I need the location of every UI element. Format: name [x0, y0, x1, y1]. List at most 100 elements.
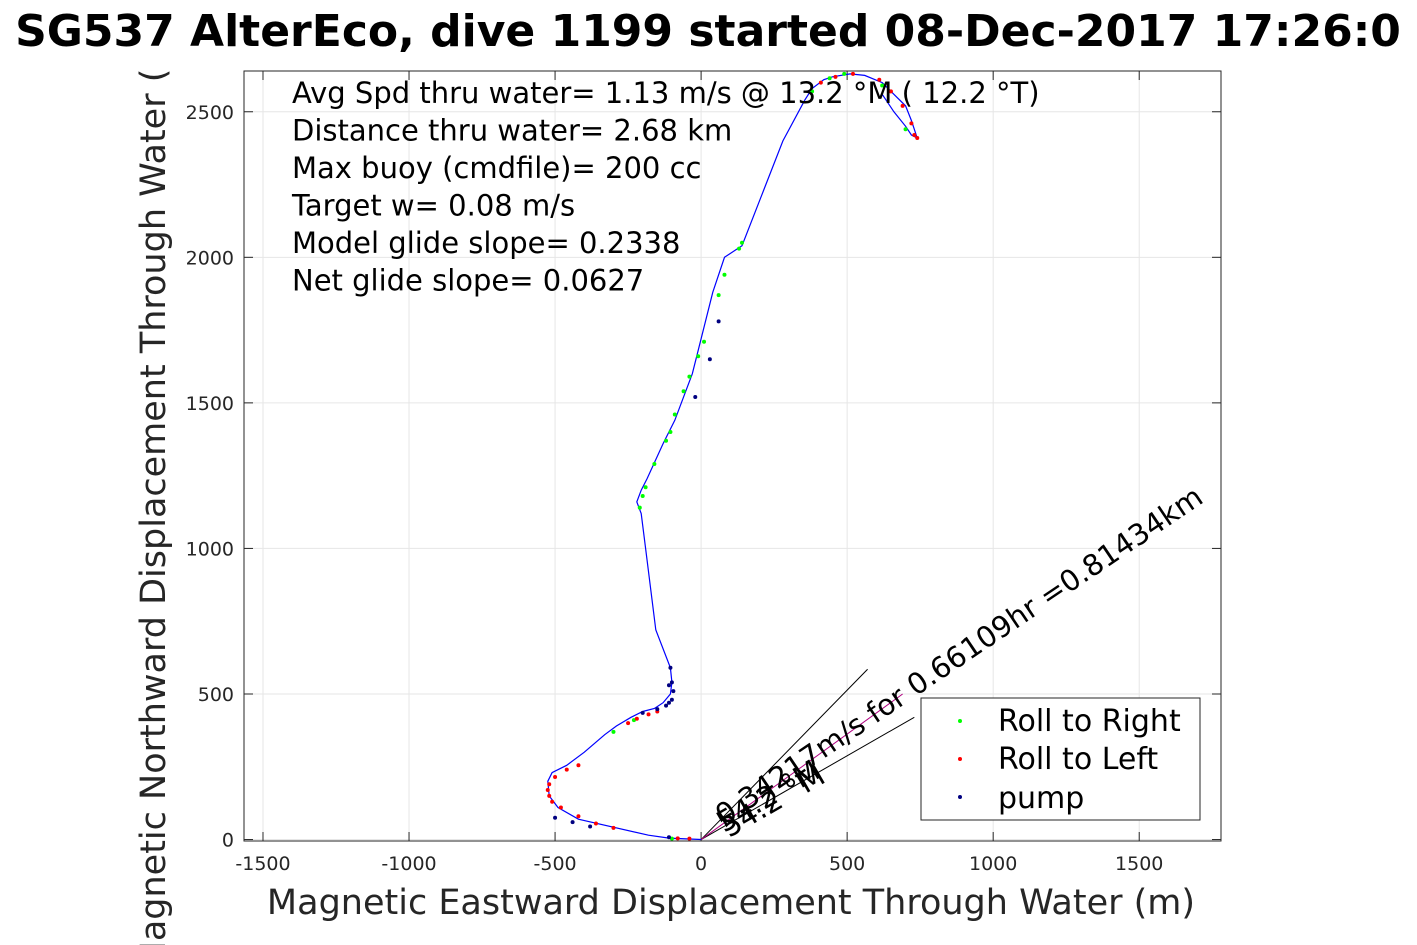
track-series-line: [547, 73, 919, 841]
current-vector-line: [700, 668, 868, 840]
roll-right-marker: [687, 374, 692, 379]
roll-left-marker: [593, 821, 598, 826]
y-tick-label: 0: [222, 830, 234, 852]
x-tick-label: 0: [695, 853, 707, 875]
roll-left-marker: [850, 71, 855, 76]
y-tick-label: 1500: [186, 393, 234, 415]
roll-left-marker: [576, 814, 581, 819]
roll-left-marker: [553, 774, 558, 779]
x-tick-label: 1500: [1115, 853, 1163, 875]
legend-roll-right-marker: [958, 719, 962, 723]
y-tick-label: 2000: [186, 247, 234, 269]
current-vectors: [700, 668, 915, 840]
pump-marker: [716, 319, 721, 324]
stats-annotation-line: Target w= 0.08 m/s: [291, 189, 575, 223]
roll-right-marker: [842, 71, 847, 76]
pump-marker: [588, 824, 593, 829]
roll-right-marker: [681, 389, 686, 394]
roll-left-marker: [547, 793, 552, 798]
x-tick-label: -1500: [235, 853, 290, 875]
pump-marker: [553, 815, 558, 820]
legend-roll-right-label: Roll to Right: [998, 704, 1181, 739]
roll-right-marker: [716, 293, 721, 298]
chart-title: SG537 AlterEco, dive 1199 started 08-Dec…: [15, 6, 1401, 57]
roll-right-marker: [810, 89, 815, 94]
pump-marker: [669, 680, 674, 685]
roll-right-marker: [696, 354, 701, 359]
plot-data: [545, 71, 920, 841]
pump-marker: [655, 707, 660, 712]
roll-left-marker: [558, 805, 563, 810]
roll-left-marker: [888, 89, 893, 94]
y-axis-label: Magnetic Northward Displacement Through …: [134, 69, 174, 945]
pump-marker: [669, 697, 674, 702]
pump-marker: [666, 835, 671, 840]
roll-right-marker: [702, 339, 707, 344]
roll-left-marker: [877, 77, 882, 82]
legend-roll-left-marker: [958, 757, 962, 761]
roll-right-marker: [643, 485, 648, 490]
x-tick-label: 500: [829, 853, 865, 875]
roll-right-marker: [637, 505, 642, 510]
roll-right-marker: [664, 438, 669, 443]
y-tick-label: 1000: [186, 538, 234, 560]
roll-left-marker: [626, 721, 631, 726]
x-tick-label: -500: [534, 853, 577, 875]
roll-right-marker: [668, 429, 673, 434]
axis-ticks: -1500 -1000 -500 0 500 1000 1500 0 500 1000 1500 20…: [186, 71, 1221, 875]
pump-marker: [707, 357, 712, 362]
roll-left-marker: [634, 716, 639, 721]
x-tick-label: -1000: [381, 853, 436, 875]
roll-left-marker: [833, 74, 838, 79]
pump-marker: [664, 703, 669, 708]
roll-right-marker: [737, 246, 742, 251]
stats-annotation-line: Max buoy (cmdfile)= 200 cc: [292, 151, 701, 185]
roll-left-marker: [550, 799, 555, 804]
grid: [244, 71, 1221, 841]
pump-marker: [668, 665, 673, 670]
stats-annotation-line: Model glide slope= 0.2338: [292, 226, 680, 260]
stats-annotation-line: Net glide slope= 0.0627: [292, 264, 644, 298]
pump-marker: [570, 820, 575, 825]
roll-left-marker: [547, 782, 552, 787]
legend-pump-label: pump: [998, 781, 1084, 816]
roll-left-marker: [611, 825, 616, 830]
roll-left-marker: [915, 135, 920, 140]
roll-left-marker: [909, 121, 914, 126]
pump-marker: [666, 700, 671, 705]
stats-annotations: Avg Spd thru water= 1.13 m/s @ 13.2 °M (…: [291, 76, 1040, 298]
roll-left-marker: [564, 767, 569, 772]
pump-marker: [693, 395, 698, 400]
roll-left-marker: [576, 763, 581, 768]
roll-left-marker: [818, 80, 823, 85]
roll-left-marker: [900, 103, 905, 108]
y-tick-label: 2500: [186, 102, 234, 124]
legend: Roll to Right Roll to Left pump: [920, 697, 1201, 821]
plot-frame: [243, 70, 1222, 842]
current-vector-line: [700, 716, 915, 840]
roll-left-marker: [675, 836, 680, 841]
legend-box: [920, 697, 1201, 821]
stats-annotation-line: Distance thru water= 2.68 km: [292, 114, 732, 148]
x-tick-label: 1000: [969, 853, 1017, 875]
roll-right-marker: [672, 412, 677, 417]
roll-right-marker: [652, 462, 657, 467]
pump-marker: [640, 710, 645, 715]
stats-annotation-line: Avg Spd thru water= 1.13 m/s @ 13.2 °M (…: [292, 76, 1040, 110]
roll-right-marker: [827, 76, 832, 81]
roll-right-marker: [903, 127, 908, 132]
legend-roll-left-label: Roll to Left: [998, 742, 1158, 777]
roll-left-marker: [545, 788, 550, 793]
roll-right-marker: [722, 272, 727, 277]
x-axis-label: Magnetic Eastward Displacement Through W…: [267, 883, 1195, 923]
roll-left-marker: [912, 133, 917, 138]
roll-right-marker: [880, 83, 885, 88]
y-tick-label: 500: [198, 684, 234, 706]
roll-left-marker: [687, 836, 692, 841]
roll-right-marker: [611, 729, 616, 734]
roll-right-marker: [640, 494, 645, 499]
current-vector-line: [700, 693, 903, 840]
marker-layer: [545, 71, 920, 841]
pump-marker: [666, 683, 671, 688]
